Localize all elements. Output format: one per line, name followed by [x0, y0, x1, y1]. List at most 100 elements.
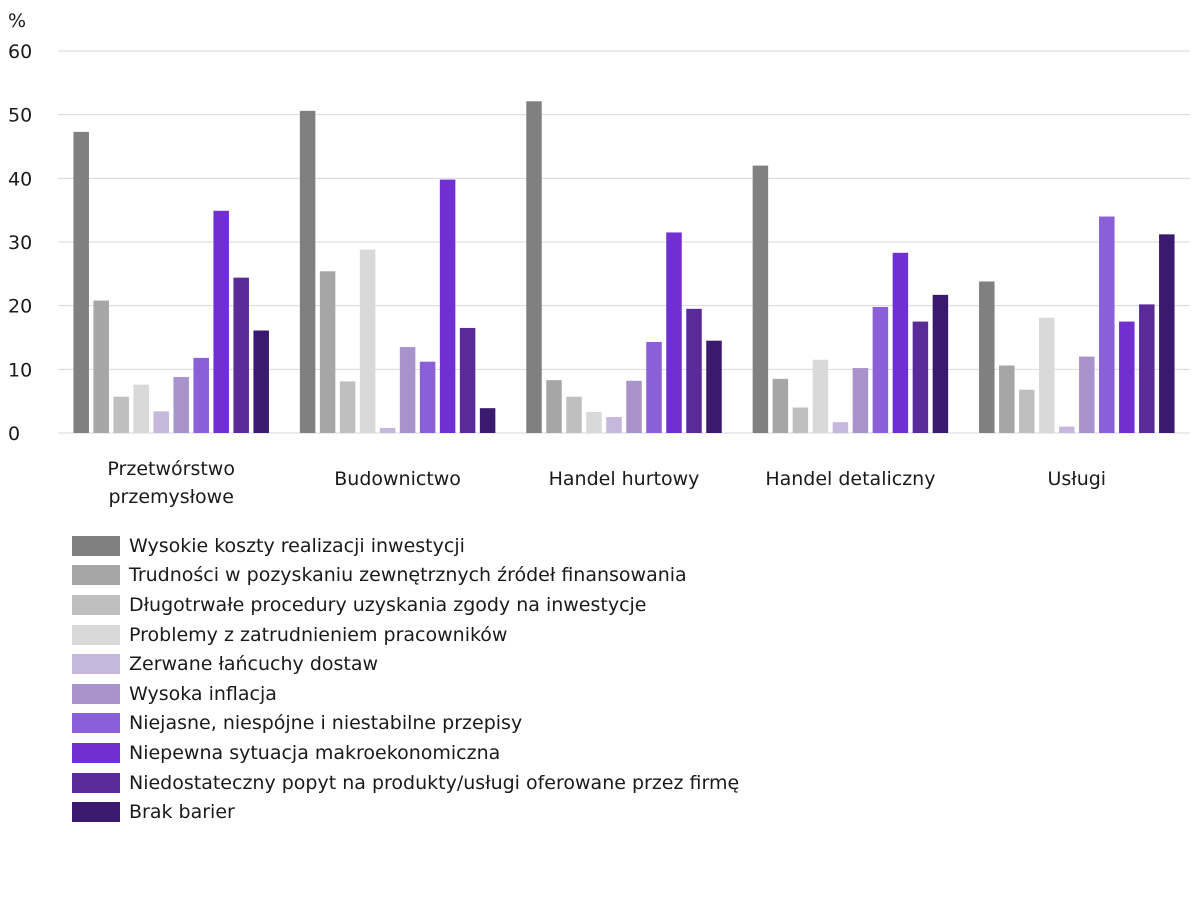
bar	[832, 422, 849, 433]
bar	[193, 357, 209, 433]
legend-swatch	[72, 565, 120, 586]
x-category-label-line: Handel hurtowy	[549, 468, 700, 490]
bar	[253, 330, 269, 433]
bar	[319, 271, 336, 433]
bar	[999, 365, 1015, 433]
bar	[459, 327, 476, 433]
legend-label: Niedostateczny popyt na produkty/usługi …	[129, 771, 740, 794]
legend-swatch	[72, 742, 120, 763]
y-tick-label: 20	[8, 296, 32, 318]
bar	[686, 308, 702, 433]
bar	[479, 408, 496, 433]
y-axis-ticks: 0 10 20 30 40 50 60	[8, 41, 32, 445]
x-category-label: Handel detaliczny	[765, 468, 935, 490]
x-category-label-line: Usługi	[1048, 468, 1107, 490]
legend-item: Długotrwałe procedury uzyskania zgody na…	[72, 590, 739, 620]
legend-item: Wysoka inflacja	[72, 679, 739, 709]
bar-chart: % 0 10 20 30 40 50 60 Przetwórstwo przemysłowe B…	[8, 10, 1190, 508]
x-category-label: Usługi	[1048, 468, 1107, 490]
bar	[339, 381, 356, 433]
bar	[979, 281, 995, 433]
legend-label: Wysoka inflacja	[129, 682, 277, 705]
bar	[419, 361, 436, 433]
legend-item: Wysokie koszty realizacji inwestycji	[72, 531, 739, 561]
x-axis-categories: Przetwórstwo przemysłowe Budownictwo Handel…	[107, 458, 1106, 508]
bar	[792, 407, 809, 433]
legend-label: Długotrwałe procedury uzyskania zgody na…	[129, 593, 647, 616]
bar	[1059, 426, 1075, 433]
legend-item: Zerwane łańcuchy dostaw	[72, 649, 739, 679]
bar	[812, 359, 829, 433]
legend-label: Trudności w pozyskaniu zewnętrznych źród…	[129, 564, 687, 587]
legend-swatch	[72, 624, 120, 645]
y-axis-unit-label: %	[8, 10, 26, 32]
bar	[173, 376, 189, 433]
bar	[586, 411, 602, 433]
bar	[526, 101, 542, 434]
y-tick-label: 60	[8, 41, 32, 63]
bar	[73, 131, 89, 434]
bar	[1019, 389, 1035, 433]
bar	[213, 210, 229, 433]
x-category-label: Handel hurtowy	[549, 468, 700, 490]
y-tick-label: 50	[8, 105, 32, 127]
legend-label: Problemy z zatrudnieniem pracowników	[129, 623, 508, 646]
legend-item: Trudności w pozyskaniu zewnętrznych źród…	[72, 561, 739, 591]
x-category-label-line: Budownictwo	[334, 468, 461, 490]
bar	[113, 396, 129, 433]
y-tick-label: 10	[8, 359, 32, 381]
legend-label: Zerwane łańcuchy dostaw	[129, 653, 379, 676]
bar	[606, 417, 622, 433]
x-category-label-line: Handel detaliczny	[765, 468, 935, 490]
bar	[546, 380, 562, 433]
bar	[892, 252, 909, 433]
bar	[566, 396, 582, 433]
bar	[932, 294, 949, 433]
legend-swatch	[72, 594, 120, 615]
bar	[133, 384, 149, 433]
bars	[73, 101, 1175, 434]
bar	[1039, 317, 1055, 433]
legend-item: Problemy z zatrudnieniem pracowników	[72, 620, 739, 650]
y-tick-label: 0	[8, 423, 20, 445]
bar	[153, 411, 169, 433]
legend-swatch	[72, 683, 120, 704]
bar	[93, 300, 109, 433]
bar	[666, 232, 682, 433]
x-category-label-line: Przetwórstwo	[107, 458, 235, 480]
legend-item: Niejasne, niespójne i niestabilne przepi…	[72, 709, 739, 739]
legend-label: Wysokie koszty realizacji inwestycji	[129, 534, 465, 557]
bar	[299, 110, 316, 433]
bar	[1159, 234, 1175, 433]
x-category-label-line: przemysłowe	[108, 486, 233, 508]
bar	[752, 165, 769, 433]
bar	[772, 378, 789, 433]
legend-item: Niedostateczny popyt na produkty/usługi …	[72, 768, 739, 798]
x-category-label: Budownictwo	[334, 468, 461, 490]
legend-swatch	[72, 654, 120, 675]
y-tick-label: 40	[8, 168, 32, 190]
bar	[1099, 216, 1115, 433]
y-tick-label: 30	[8, 232, 32, 254]
bar	[399, 347, 416, 433]
bar	[233, 277, 249, 433]
legend-label: Niepewna sytuacja makroekonomiczna	[129, 741, 501, 764]
legend-swatch	[72, 535, 120, 556]
bar	[379, 427, 396, 433]
bar	[706, 340, 722, 433]
bar	[852, 368, 869, 433]
bar	[1079, 356, 1095, 433]
bar	[439, 179, 456, 433]
legend-label: Niejasne, niespójne i niestabilne przepi…	[129, 712, 523, 735]
bar	[1119, 321, 1135, 433]
bar	[1139, 304, 1155, 433]
legend-swatch	[72, 713, 120, 734]
x-category-label: Przetwórstwo przemysłowe	[107, 458, 235, 508]
legend-swatch	[72, 802, 120, 823]
bar	[646, 341, 662, 433]
legend: Wysokie koszty realizacji inwestycji Trud…	[72, 531, 739, 827]
bar	[359, 249, 376, 433]
legend-label: Brak barier	[129, 801, 235, 824]
bar	[626, 380, 642, 433]
bar	[912, 321, 929, 433]
